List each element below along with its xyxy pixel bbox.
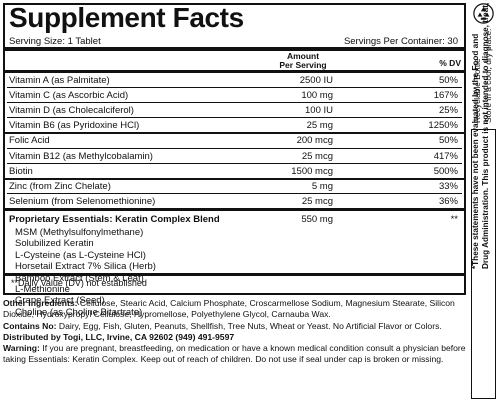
fda-disclaimer-line2: Drug Administration. This product is not… xyxy=(481,0,490,269)
distributor-text: Distributed by Togi, LLC, Irvine, CA 926… xyxy=(3,331,235,342)
nutrient-dv: 36% xyxy=(438,195,458,207)
row-divider xyxy=(7,162,462,164)
nutrient-name: Vitamin B12 (as Methylcobalamin) xyxy=(9,150,153,162)
nutrient-row: Vitamin A (as Palmitate) 2500 IU 50% xyxy=(9,73,460,88)
nutrient-name: Vitamin C (as Ascorbic Acid) xyxy=(9,90,129,102)
blend-ingredients: MSM (Methylsulfonylmethane) Solubilized … xyxy=(15,227,156,318)
divider-thick xyxy=(5,47,464,51)
blend-ingredient: Horsetail Extract 7% Silica (Herb) xyxy=(15,261,156,273)
nutrient-dv: 33% xyxy=(438,180,458,192)
amount-header-line2: Per Serving xyxy=(279,60,327,70)
fda-disclaimer-box xyxy=(471,129,496,399)
recycle-icon xyxy=(473,3,494,24)
divider-footnote xyxy=(5,273,464,276)
amount-header: Amount Per Serving xyxy=(253,52,353,70)
nutrient-name: Zinc (from Zinc Chelate) xyxy=(9,180,111,192)
row-divider xyxy=(5,177,464,180)
nutrient-name: Vitamin B6 (as Pyridoxine HCl) xyxy=(9,120,140,132)
nutrient-amount: 25 mcg xyxy=(301,150,333,162)
nutrient-dv: 25% xyxy=(438,105,458,117)
nutrient-row: Vitamin B6 (as Pyridoxine HCl) 25 mg 1250% xyxy=(9,118,460,133)
nutrient-row: Vitamin B12 (as Methylcobalamin) 25 mcg 41… xyxy=(9,149,460,164)
divider-blend xyxy=(5,208,464,211)
panel-title: Supplement Facts xyxy=(9,2,244,33)
contains-no: Contains No: Dairy, Egg, Fish, Gluten, P… xyxy=(3,321,466,332)
nutrient-name: Vitamin A (as Palmitate) xyxy=(9,75,110,86)
nutrient-dv: 50% xyxy=(438,75,458,86)
nutrient-row: Vitamin D (as Cholecalciferol) 100 IU 25% xyxy=(9,103,460,118)
nutrient-row: Selenium (from Selenomethionine) 25 mcg 36… xyxy=(9,194,460,209)
row-divider xyxy=(5,132,464,135)
row-divider xyxy=(7,102,462,104)
nutrient-row: Vitamin C (as Ascorbic Acid) 100 mg 167% xyxy=(9,88,460,103)
blend-ingredient: Choline (as Choline Bitartrate) xyxy=(15,306,143,318)
other-ingredients: Other Ingredients: Cellulose, Stearic Ac… xyxy=(3,298,466,321)
nutrient-amount: 1500 mcg xyxy=(291,165,333,177)
nutrient-amount: 100 mg xyxy=(301,90,333,102)
blend-ingredient: Bamboo Extract (Stem & Leaf) xyxy=(15,272,144,284)
warning: Warning: If you are pregnant, breastfeed… xyxy=(3,343,466,366)
other-ingredients-label: Other Ingredients: xyxy=(3,298,78,308)
warning-text: If you are pregnant, breastfeeding, on m… xyxy=(3,343,466,365)
blend-ingredient: MSM (Methylsulfonylmethane) xyxy=(15,227,144,238)
label-details: Other Ingredients: Cellulose, Stearic Ac… xyxy=(3,298,466,366)
nutrient-amount: 2500 IU xyxy=(299,75,333,86)
serving-size: Serving Size: 1 Tablet xyxy=(9,36,101,47)
blend-dv: ** xyxy=(450,214,458,225)
other-ingredients-text: Cellulose, Stearic Acid, Calcium Phospha… xyxy=(3,298,455,320)
blend-amount: 550 mg xyxy=(301,214,333,225)
nutrient-name: Folic Acid xyxy=(9,135,50,147)
nutrient-dv: 50% xyxy=(438,135,458,147)
nutrient-amount: 25 mcg xyxy=(301,195,333,207)
nutrient-dv: 167% xyxy=(433,90,458,102)
nutrient-dv: 500% xyxy=(433,165,458,177)
nutrient-amount: 200 mcg xyxy=(296,135,333,147)
nutrient-row: Biotin 1500 mcg 500% xyxy=(9,164,460,179)
dv-footnote: **Daily Value (DV) not established xyxy=(11,278,147,288)
contains-no-label: Contains No: xyxy=(3,320,57,331)
nutrient-name: Selenium (from Selenomethionine) xyxy=(9,195,156,207)
contains-no-text: Dairy, Egg, Fish, Gluten, Peanuts, Shell… xyxy=(56,320,442,331)
nutrient-name: Biotin xyxy=(9,165,33,177)
blend-ingredient: Grape Extract (Seed) xyxy=(15,295,105,307)
nutrient-dv: 417% xyxy=(433,150,458,162)
fda-disclaimer-line1: *These statements have not been evaluate… xyxy=(471,33,480,269)
amount-header-line1: Amount xyxy=(286,51,320,61)
distributor: Distributed by Togi, LLC, Irvine, CA 926… xyxy=(3,332,466,343)
dv-header: % DV xyxy=(439,58,461,68)
nutrient-amount: 100 IU xyxy=(305,105,333,117)
row-divider xyxy=(7,192,462,194)
blend-ingredient: L-Cysteine (as L-Cysteine HCl) xyxy=(15,249,146,261)
nutrient-row: Folic Acid 200 mcg 50% xyxy=(9,133,460,148)
nutrient-row: Zinc (from Zinc Chelate) 5 mg 33% xyxy=(9,179,460,194)
supplement-facts-panel: Supplement Facts Serving Size: 1 Tablet … xyxy=(3,2,466,318)
row-divider xyxy=(7,117,462,119)
blend-ingredient: Solubilized Keratin xyxy=(15,238,94,250)
nutrient-amount: 25 mg xyxy=(306,120,333,132)
row-divider xyxy=(7,87,462,89)
side-info: Recyclable Bottle Store in a cool, dry p… xyxy=(470,0,497,399)
nutrient-dv: 1250% xyxy=(428,120,458,132)
blend-name: Proprietary Essentials: Keratin Complex … xyxy=(9,214,220,225)
row-divider xyxy=(7,147,462,149)
nutrient-amount: 5 mg xyxy=(311,180,333,192)
servings-per-container: Servings Per Container: 30 xyxy=(343,36,458,47)
divider-header xyxy=(5,70,464,73)
blend-ingredient: L-Methionine xyxy=(15,284,70,296)
warning-label: Warning: xyxy=(3,343,40,354)
nutrient-name: Vitamin D (as Cholecalciferol) xyxy=(9,105,134,117)
